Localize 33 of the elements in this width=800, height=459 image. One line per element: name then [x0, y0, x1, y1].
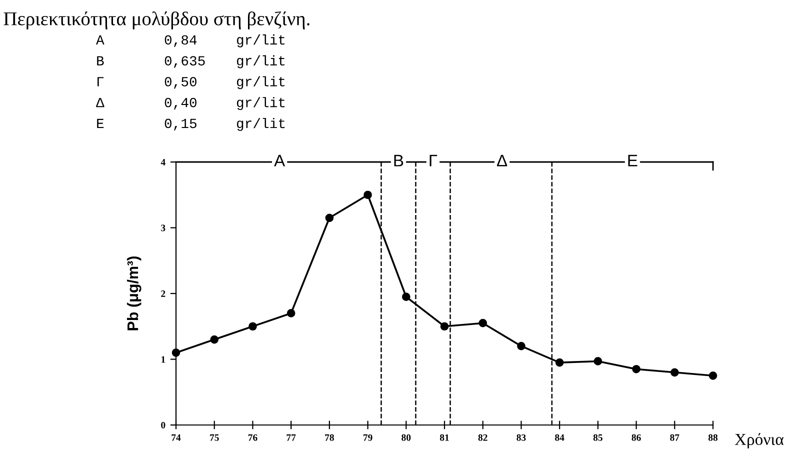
x-tick-label: 80	[402, 434, 411, 441]
x-tick-label: 87	[670, 434, 680, 441]
x-tick-label: 77	[286, 434, 296, 441]
y-tick-label: 4	[160, 158, 166, 166]
y-tick-label: 2	[161, 290, 166, 297]
annotation: Β	[394, 154, 404, 166]
annotation: Α	[274, 154, 286, 166]
annotation: Γ	[430, 154, 438, 166]
x-tick-label: 86	[632, 434, 641, 441]
x-tick-label: 75	[210, 434, 219, 441]
text: Δ 0,40 gr/lit	[96, 97, 285, 110]
x-tick-label: 76	[248, 434, 258, 441]
x-tick-label: 74	[172, 434, 181, 441]
x-tick-label: 79	[363, 434, 372, 441]
y-tick-label: 3	[161, 224, 166, 232]
annotation: Ε	[628, 154, 638, 166]
x-tick-label: 82	[478, 434, 488, 441]
y-tick-label: 1	[162, 356, 166, 363]
x-tick-label: 78	[325, 434, 334, 441]
annotation: Δ	[496, 154, 508, 166]
chart-title: Περιεκτικότητα μολύβδου στη βενζίνη.	[4, 11, 310, 30]
x-axis-title: Χρόνια	[734, 433, 784, 448]
y-axis-title: Pb (μg/m³)	[126, 256, 142, 330]
y-tick-label: 0	[161, 422, 166, 428]
text: Ε 0,15 gr/lit	[97, 118, 285, 131]
x-tick-label: 81	[440, 434, 449, 441]
text: Α 0,84 gr/lit	[96, 34, 285, 48]
text: Β 0,635 gr/lit	[97, 55, 285, 68]
text: Γ 0,50 gr/lit	[98, 76, 285, 90]
x-tick-label: 84	[555, 434, 564, 441]
x-tick-label: 88	[708, 434, 718, 441]
x-tick-label: 83	[516, 434, 526, 441]
x-tick-label: 85	[593, 434, 602, 441]
